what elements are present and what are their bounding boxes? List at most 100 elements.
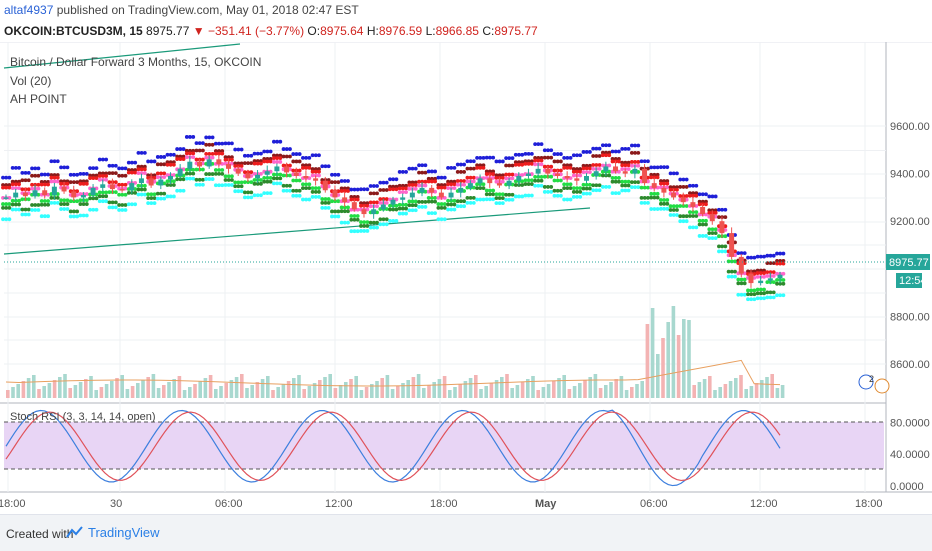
candle-body <box>129 183 135 191</box>
candle-body <box>651 183 657 188</box>
ah-dot <box>758 291 763 296</box>
ah-dot <box>594 146 599 151</box>
ah-dot <box>691 183 696 188</box>
ah-dot <box>323 164 328 169</box>
ah-dot <box>704 222 708 227</box>
ah-dot <box>307 165 312 170</box>
ah-dot <box>220 149 225 153</box>
ah-dot <box>430 211 434 216</box>
ah-dot <box>1 183 5 187</box>
ah-dot <box>646 200 650 205</box>
ah-dot <box>391 187 396 192</box>
time-axis[interactable]: 18:00 30 06:00 12:00 18:00 May 06:00 12:00 18:00 <box>0 498 883 510</box>
ah-dot <box>184 167 189 172</box>
ah-dot <box>381 180 386 185</box>
ah-dot <box>310 195 315 199</box>
ah-dot <box>633 143 637 148</box>
ah-point-dots <box>1 135 786 302</box>
ah-dot <box>317 173 321 178</box>
ah-dot <box>355 229 360 234</box>
ah-dot <box>362 187 367 192</box>
ah-dot <box>101 157 105 162</box>
ah-dot <box>281 183 286 188</box>
ah-dot <box>417 170 421 175</box>
ah-dot <box>433 211 437 216</box>
volume-bar <box>359 390 364 398</box>
ah-dot <box>600 185 605 189</box>
tradingview-brand[interactable]: TradingView <box>88 525 160 540</box>
ah-dot <box>713 208 718 213</box>
ah-dot <box>7 185 12 190</box>
ah-dot <box>668 204 673 209</box>
ah-dot <box>413 199 418 204</box>
ah-dot <box>184 148 189 153</box>
ah-dot <box>755 291 760 296</box>
time-tick: 12:00 <box>750 498 778 510</box>
ah-dot <box>765 274 770 278</box>
ah-dot <box>500 196 505 201</box>
ah-dot <box>629 180 634 185</box>
ah-dot <box>59 202 63 206</box>
ah-dot <box>97 199 102 204</box>
ah-dot <box>223 157 228 162</box>
ah-dot <box>188 148 192 153</box>
ah-dot <box>10 165 15 170</box>
ah-dot <box>346 189 350 193</box>
ah-dot <box>565 163 570 168</box>
volume-bar <box>442 376 447 398</box>
ah-dot <box>407 166 412 171</box>
ah-dot <box>584 150 589 154</box>
volume-bar <box>224 383 228 398</box>
ah-dot <box>607 153 612 158</box>
ah-dot <box>75 209 80 214</box>
ah-dot <box>529 182 534 186</box>
time-tick: 12:00 <box>325 498 353 510</box>
ah-dot <box>323 197 328 201</box>
ah-dot <box>481 186 486 191</box>
ah-dot <box>413 166 418 171</box>
ah-dot <box>207 142 212 147</box>
ah-dot <box>94 166 99 171</box>
ah-dot <box>171 183 176 187</box>
ah-dot <box>433 179 437 184</box>
ah-dot <box>771 253 776 258</box>
ah-dot <box>768 295 773 300</box>
volume-bar <box>754 383 759 398</box>
ah-dot <box>252 178 257 182</box>
ah-dot <box>552 178 557 183</box>
ah-dot <box>420 179 425 184</box>
ah-dot <box>201 182 205 187</box>
ah-dot <box>26 187 31 192</box>
volume-bar <box>760 380 764 398</box>
candle-body <box>148 178 154 186</box>
ah-dot <box>107 205 112 210</box>
ah-dot <box>88 176 92 181</box>
candle-body <box>545 168 551 174</box>
ah-dot <box>475 155 479 160</box>
ah-dot <box>339 220 344 225</box>
ah-dot <box>107 163 112 168</box>
event-flag-icon[interactable] <box>858 374 874 390</box>
dividend-icon[interactable] <box>874 378 890 394</box>
ah-dot <box>581 186 586 191</box>
ah-dot <box>430 199 434 204</box>
ah-dot <box>520 194 525 199</box>
ah-dot <box>368 220 373 225</box>
author-link[interactable]: altaf4937 <box>4 3 54 17</box>
ah-dot <box>307 186 312 191</box>
ah-dot <box>781 293 786 298</box>
ah-dot <box>310 153 315 158</box>
ah-dot <box>39 182 44 187</box>
ah-dot <box>671 171 676 176</box>
ah-dot <box>510 197 515 202</box>
ah-dot <box>565 182 570 187</box>
ah-dot <box>26 197 31 202</box>
ah-dot <box>120 203 125 207</box>
volume-bar <box>16 384 20 398</box>
candle-body <box>187 161 193 169</box>
volume-bar <box>520 382 525 398</box>
ah-dot <box>110 200 115 205</box>
